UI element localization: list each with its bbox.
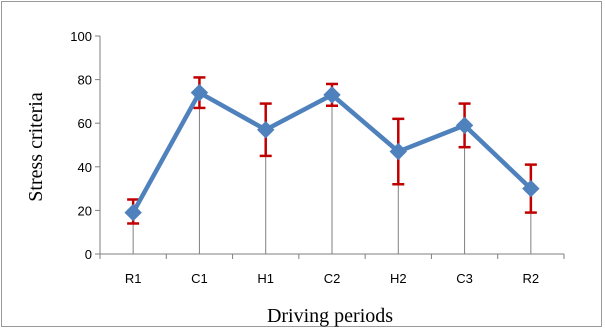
x-tick-label: R1 [125, 271, 142, 286]
axes [95, 35, 565, 259]
data-point-marker [257, 121, 275, 139]
y-tick-label: 80 [78, 73, 92, 88]
markers [124, 83, 540, 222]
y-axis-title: Stress criteria [25, 92, 47, 202]
y-tick-label: 20 [78, 203, 92, 218]
x-tick-label: C1 [191, 271, 208, 286]
y-tick-label: 0 [85, 247, 92, 262]
data-point-marker [455, 116, 474, 135]
x-tick-label: H1 [257, 271, 274, 286]
x-axis-title: Driving periods [267, 305, 393, 327]
x-tick-label: C3 [456, 271, 473, 286]
y-tick-label: 60 [78, 116, 92, 131]
data-point-marker [522, 179, 540, 198]
data-point-marker [190, 83, 209, 102]
tick-labels: 0 20 40 60 80 100 R1 C1 H1 C2 H2 C3 R2 [70, 29, 539, 286]
x-tick-label: R2 [523, 271, 540, 286]
data-point-marker [124, 203, 142, 222]
x-tick-label: H2 [390, 271, 407, 286]
y-tick-label: 100 [70, 29, 92, 44]
x-tick-label: C2 [324, 271, 341, 286]
drop-lines [132, 92, 532, 254]
y-tick-label: 40 [78, 160, 92, 175]
data-point-marker [389, 142, 407, 161]
line-chart: 0 20 40 60 80 100 R1 C1 H1 C2 H2 C3 R2 Driving perio… [25, 29, 565, 327]
data-point-marker [323, 86, 341, 104]
